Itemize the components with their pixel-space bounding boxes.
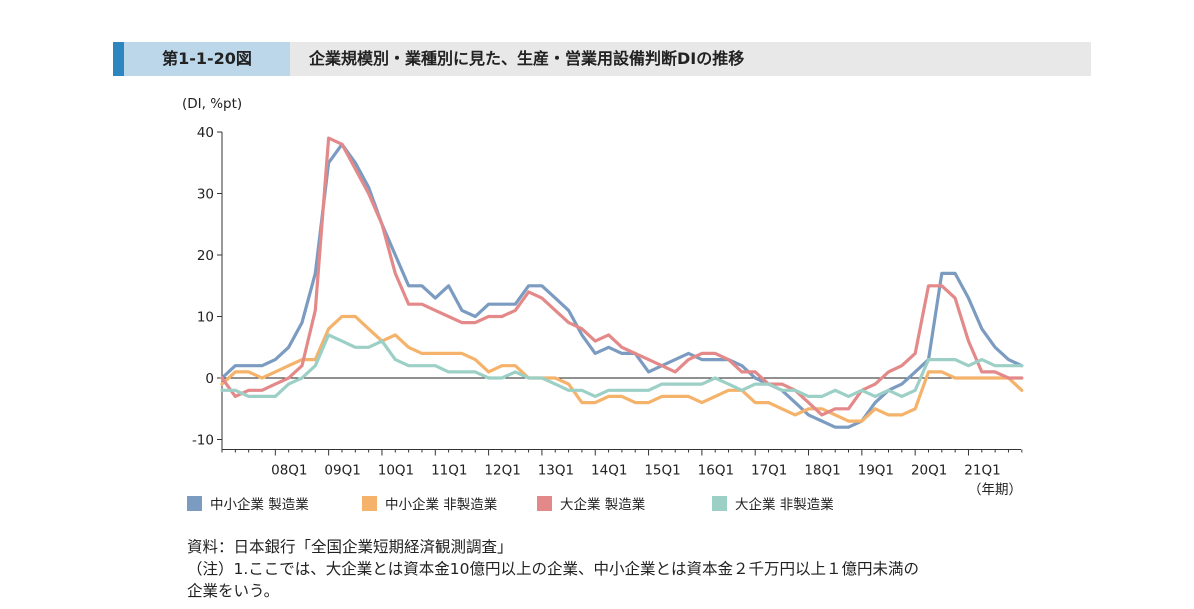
y-tick-label: -10 [192, 433, 214, 449]
header-accent-bar [113, 42, 124, 76]
source-note: 資料：日本銀行「全国企業短期経済観測調査」 [187, 538, 513, 556]
x-axis-unit-label: （年期） [968, 482, 1022, 498]
legend-swatch-1 [187, 496, 202, 511]
legend-label-3: 大企業 製造業 [560, 496, 646, 513]
legend-label-2: 中小企業 非製造業 [385, 496, 498, 513]
x-tick-label: 13Q1 [538, 463, 574, 479]
x-tick-label: 19Q1 [858, 463, 894, 479]
y-tick-label: 10 [197, 310, 214, 326]
legend-swatch-4 [712, 496, 727, 511]
footnote-line-1: （注）1.ここでは、大企業とは資本金10億円以上の企業、中小企業とは資本金２千万… [187, 560, 920, 578]
x-tick-label: 10Q1 [378, 463, 414, 479]
x-tick-label: 14Q1 [591, 463, 627, 479]
legend-swatch-3 [537, 496, 552, 511]
figure-title: 企業規模別・業種別に見た、生産・営業用設備判断DIの推移 [309, 49, 745, 68]
figure-header: 第1-1-20図 企業規模別・業種別に見た、生産・営業用設備判断DIの推移 [113, 42, 1091, 76]
x-tick-label: 11Q1 [431, 463, 467, 479]
series-line-2 [220, 314, 1024, 423]
y-tick-label: 40 [197, 125, 214, 141]
series-line-1 [220, 142, 1024, 429]
series-line-3 [220, 136, 1024, 417]
y-tick-label: 20 [197, 248, 214, 264]
x-tick-label: 20Q1 [911, 463, 947, 479]
x-tick-label: 21Q1 [964, 463, 1000, 479]
x-tick-label: 17Q1 [751, 463, 787, 479]
line-chart: (DI, %pt) -10 0 10 20 30 40 08Q1 09Q1 10Q1 11Q1 12Q… [182, 96, 1024, 513]
x-tick-label: 15Q1 [644, 463, 680, 479]
x-tick-label: 09Q1 [324, 463, 360, 479]
legend-swatch-2 [362, 496, 377, 511]
series-line-4 [220, 333, 1024, 398]
y-tick-label: 0 [205, 371, 214, 387]
notes-section: 資料：日本銀行「全国企業短期経済観測調査」 （注）1.ここでは、大企業とは資本金… [187, 536, 919, 602]
x-tick-label: 16Q1 [698, 463, 734, 479]
x-tick-label: 12Q1 [484, 463, 520, 479]
x-tick-label: 08Q1 [271, 463, 307, 479]
legend-label-1: 中小企業 製造業 [210, 496, 309, 513]
x-tick-label: 18Q1 [804, 463, 840, 479]
footnote-line-2: 企業をいう。 [187, 582, 280, 600]
legend-label-4: 大企業 非製造業 [735, 496, 834, 513]
y-tick-label: 30 [197, 187, 214, 203]
y-axis-unit-label: (DI, %pt) [182, 96, 242, 112]
figure-number: 第1-1-20図 [124, 42, 290, 76]
